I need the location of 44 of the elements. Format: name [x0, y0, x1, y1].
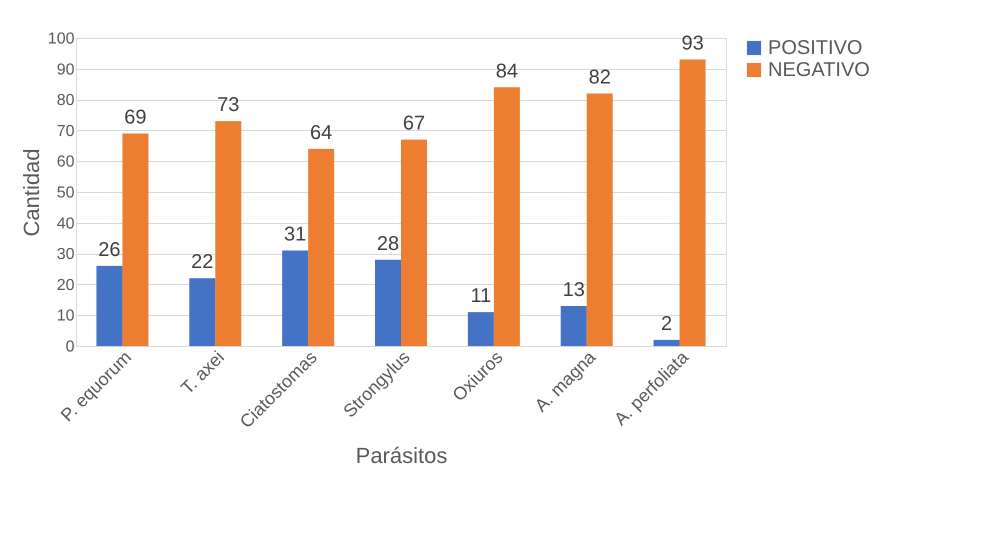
data-label: 2	[661, 312, 672, 335]
bar	[215, 121, 242, 346]
bar	[494, 87, 520, 346]
data-label: 26	[98, 238, 121, 261]
data-label: 93	[681, 32, 704, 55]
data-label: 69	[124, 106, 147, 128]
y-tick-label: 50	[56, 184, 75, 202]
bar	[122, 133, 148, 346]
legend-label: NEGATIVO	[768, 59, 870, 81]
y-tick-label: 100	[48, 30, 75, 48]
data-label: 11	[470, 285, 492, 308]
y-tick-label: 80	[56, 92, 75, 110]
bar	[680, 60, 706, 346]
x-tick-label: T. axei	[177, 347, 228, 398]
legend-label: POSITIVO	[768, 37, 862, 59]
data-label: 28	[376, 232, 400, 255]
data-label: 31	[284, 224, 306, 246]
data-label: 22	[191, 251, 214, 274]
bar	[189, 278, 216, 346]
y-tick-label: 40	[56, 215, 75, 232]
y-tick-label: 60	[56, 154, 75, 171]
data-label: 82	[588, 66, 611, 88]
y-tick-label: 20	[56, 276, 75, 294]
bar	[401, 140, 427, 346]
bar	[468, 312, 494, 346]
y-tick-label: 10	[56, 308, 75, 325]
y-tick-label: 0	[66, 338, 75, 356]
y-tick-label: 70	[56, 122, 75, 140]
bar	[586, 93, 613, 346]
bar	[282, 250, 308, 346]
bar	[96, 266, 122, 346]
bar	[308, 148, 334, 346]
y-axis-title: Cantidad	[18, 148, 44, 237]
y-tick-label: 30	[56, 246, 75, 264]
bar	[654, 340, 680, 346]
bar	[375, 260, 401, 346]
data-label: 67	[402, 112, 426, 135]
data-label: 64	[310, 122, 332, 144]
x-axis-title: Parásitos	[356, 442, 448, 468]
data-label: 73	[217, 94, 240, 116]
data-label: 84	[496, 60, 518, 82]
y-tick-label: 90	[56, 61, 75, 78]
data-label: 13	[562, 278, 585, 301]
bar	[560, 306, 587, 346]
